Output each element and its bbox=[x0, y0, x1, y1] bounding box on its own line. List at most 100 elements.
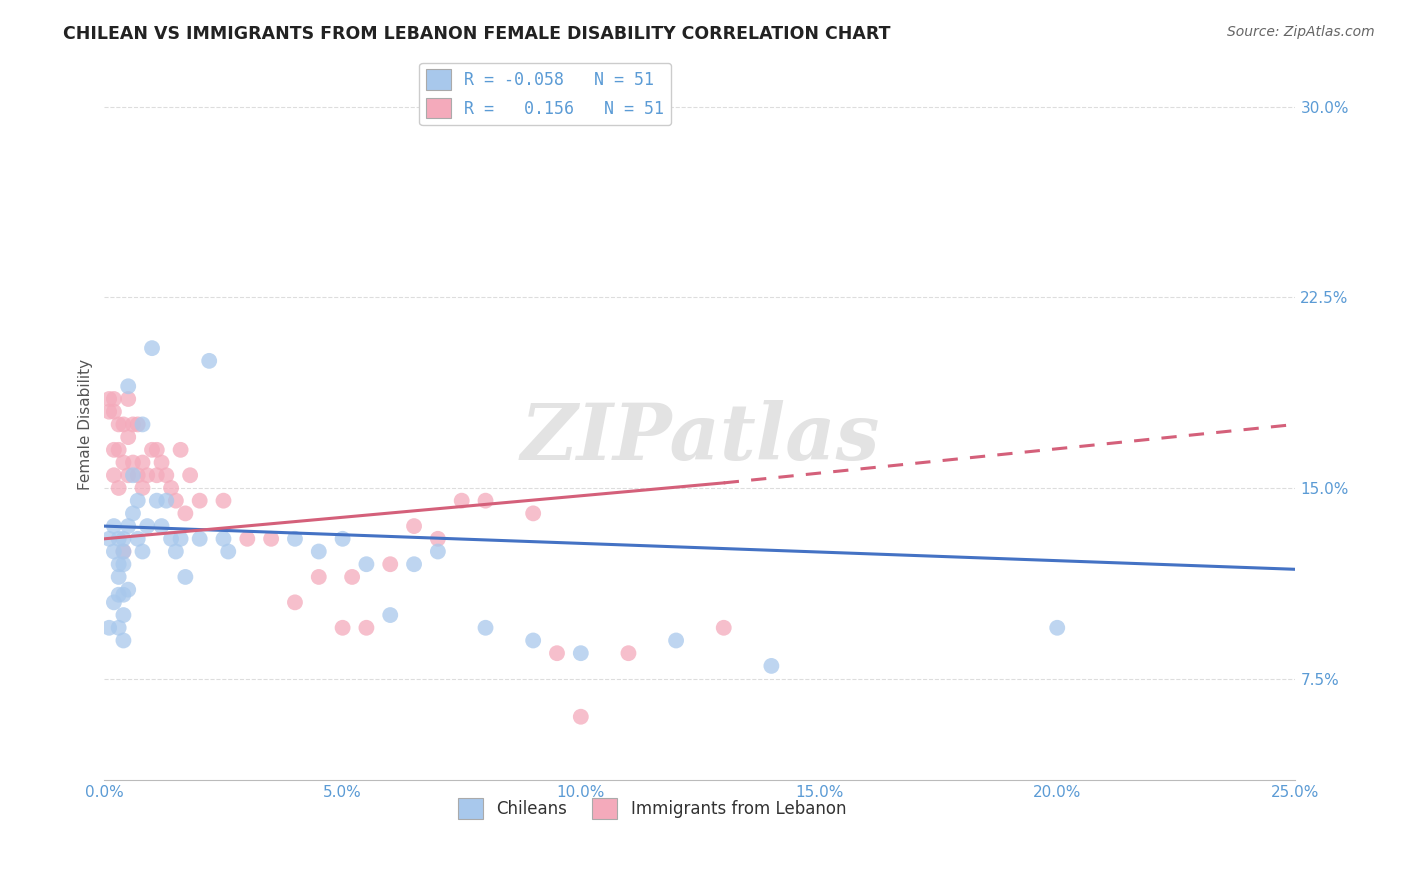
Point bbox=[474, 621, 496, 635]
Point bbox=[122, 507, 145, 521]
Point bbox=[188, 532, 211, 546]
Point bbox=[103, 468, 125, 483]
Point bbox=[217, 544, 239, 558]
Text: ZIPatlas: ZIPatlas bbox=[520, 401, 880, 477]
Point bbox=[117, 430, 139, 444]
Point bbox=[308, 544, 330, 558]
Point bbox=[107, 417, 129, 432]
Point bbox=[426, 532, 449, 546]
Point bbox=[141, 341, 163, 355]
Point bbox=[131, 544, 153, 558]
Point bbox=[107, 621, 129, 635]
Point bbox=[112, 544, 135, 558]
Point bbox=[127, 468, 149, 483]
Point bbox=[136, 519, 159, 533]
Point bbox=[112, 532, 135, 546]
Text: Source: ZipAtlas.com: Source: ZipAtlas.com bbox=[1227, 25, 1375, 39]
Point bbox=[174, 570, 197, 584]
Point bbox=[212, 493, 235, 508]
Point bbox=[188, 493, 211, 508]
Point bbox=[98, 392, 121, 406]
Point bbox=[522, 507, 544, 521]
Point bbox=[103, 544, 125, 558]
Point bbox=[107, 442, 129, 457]
Point bbox=[98, 621, 121, 635]
Point bbox=[356, 621, 378, 635]
Point bbox=[160, 481, 183, 495]
Point bbox=[356, 558, 378, 572]
Point bbox=[122, 417, 145, 432]
Point bbox=[284, 595, 307, 609]
Point bbox=[112, 417, 135, 432]
Point bbox=[402, 519, 425, 533]
Point bbox=[169, 442, 191, 457]
Y-axis label: Female Disability: Female Disability bbox=[79, 359, 93, 490]
Point bbox=[150, 456, 173, 470]
Point bbox=[332, 532, 354, 546]
Point bbox=[122, 468, 145, 483]
Point bbox=[112, 544, 135, 558]
Point bbox=[155, 468, 177, 483]
Point bbox=[150, 519, 173, 533]
Point bbox=[146, 468, 169, 483]
Point bbox=[474, 493, 496, 508]
Point bbox=[107, 481, 129, 495]
Point bbox=[617, 646, 640, 660]
Point bbox=[340, 570, 363, 584]
Point bbox=[122, 456, 145, 470]
Point bbox=[236, 532, 259, 546]
Point bbox=[117, 519, 139, 533]
Point bbox=[131, 481, 153, 495]
Point bbox=[380, 608, 402, 623]
Point bbox=[426, 544, 449, 558]
Point bbox=[665, 633, 688, 648]
Point bbox=[174, 507, 197, 521]
Point bbox=[103, 595, 125, 609]
Legend: Chileans, Immigrants from Lebanon: Chileans, Immigrants from Lebanon bbox=[451, 792, 853, 825]
Point bbox=[165, 544, 187, 558]
Point bbox=[127, 493, 149, 508]
Point bbox=[546, 646, 568, 660]
Point bbox=[127, 532, 149, 546]
Point bbox=[98, 405, 121, 419]
Point bbox=[146, 442, 169, 457]
Point bbox=[212, 532, 235, 546]
Point bbox=[107, 570, 129, 584]
Point bbox=[308, 570, 330, 584]
Point bbox=[98, 532, 121, 546]
Point bbox=[713, 621, 735, 635]
Point bbox=[117, 468, 139, 483]
Point bbox=[332, 621, 354, 635]
Point bbox=[522, 633, 544, 648]
Point bbox=[112, 558, 135, 572]
Point bbox=[117, 582, 139, 597]
Text: CHILEAN VS IMMIGRANTS FROM LEBANON FEMALE DISABILITY CORRELATION CHART: CHILEAN VS IMMIGRANTS FROM LEBANON FEMAL… bbox=[63, 25, 891, 43]
Point bbox=[117, 379, 139, 393]
Point bbox=[131, 417, 153, 432]
Point bbox=[155, 493, 177, 508]
Point bbox=[103, 392, 125, 406]
Point bbox=[112, 456, 135, 470]
Point bbox=[284, 532, 307, 546]
Point bbox=[127, 417, 149, 432]
Point bbox=[569, 710, 592, 724]
Point bbox=[179, 468, 201, 483]
Point bbox=[103, 405, 125, 419]
Point bbox=[380, 558, 402, 572]
Point bbox=[165, 493, 187, 508]
Point bbox=[112, 633, 135, 648]
Point bbox=[569, 646, 592, 660]
Point bbox=[107, 532, 129, 546]
Point bbox=[761, 659, 783, 673]
Point bbox=[112, 608, 135, 623]
Point bbox=[136, 468, 159, 483]
Point bbox=[198, 354, 221, 368]
Point bbox=[169, 532, 191, 546]
Point bbox=[112, 588, 135, 602]
Point bbox=[260, 532, 283, 546]
Point bbox=[402, 558, 425, 572]
Point bbox=[146, 493, 169, 508]
Point bbox=[141, 442, 163, 457]
Point bbox=[450, 493, 472, 508]
Point bbox=[160, 532, 183, 546]
